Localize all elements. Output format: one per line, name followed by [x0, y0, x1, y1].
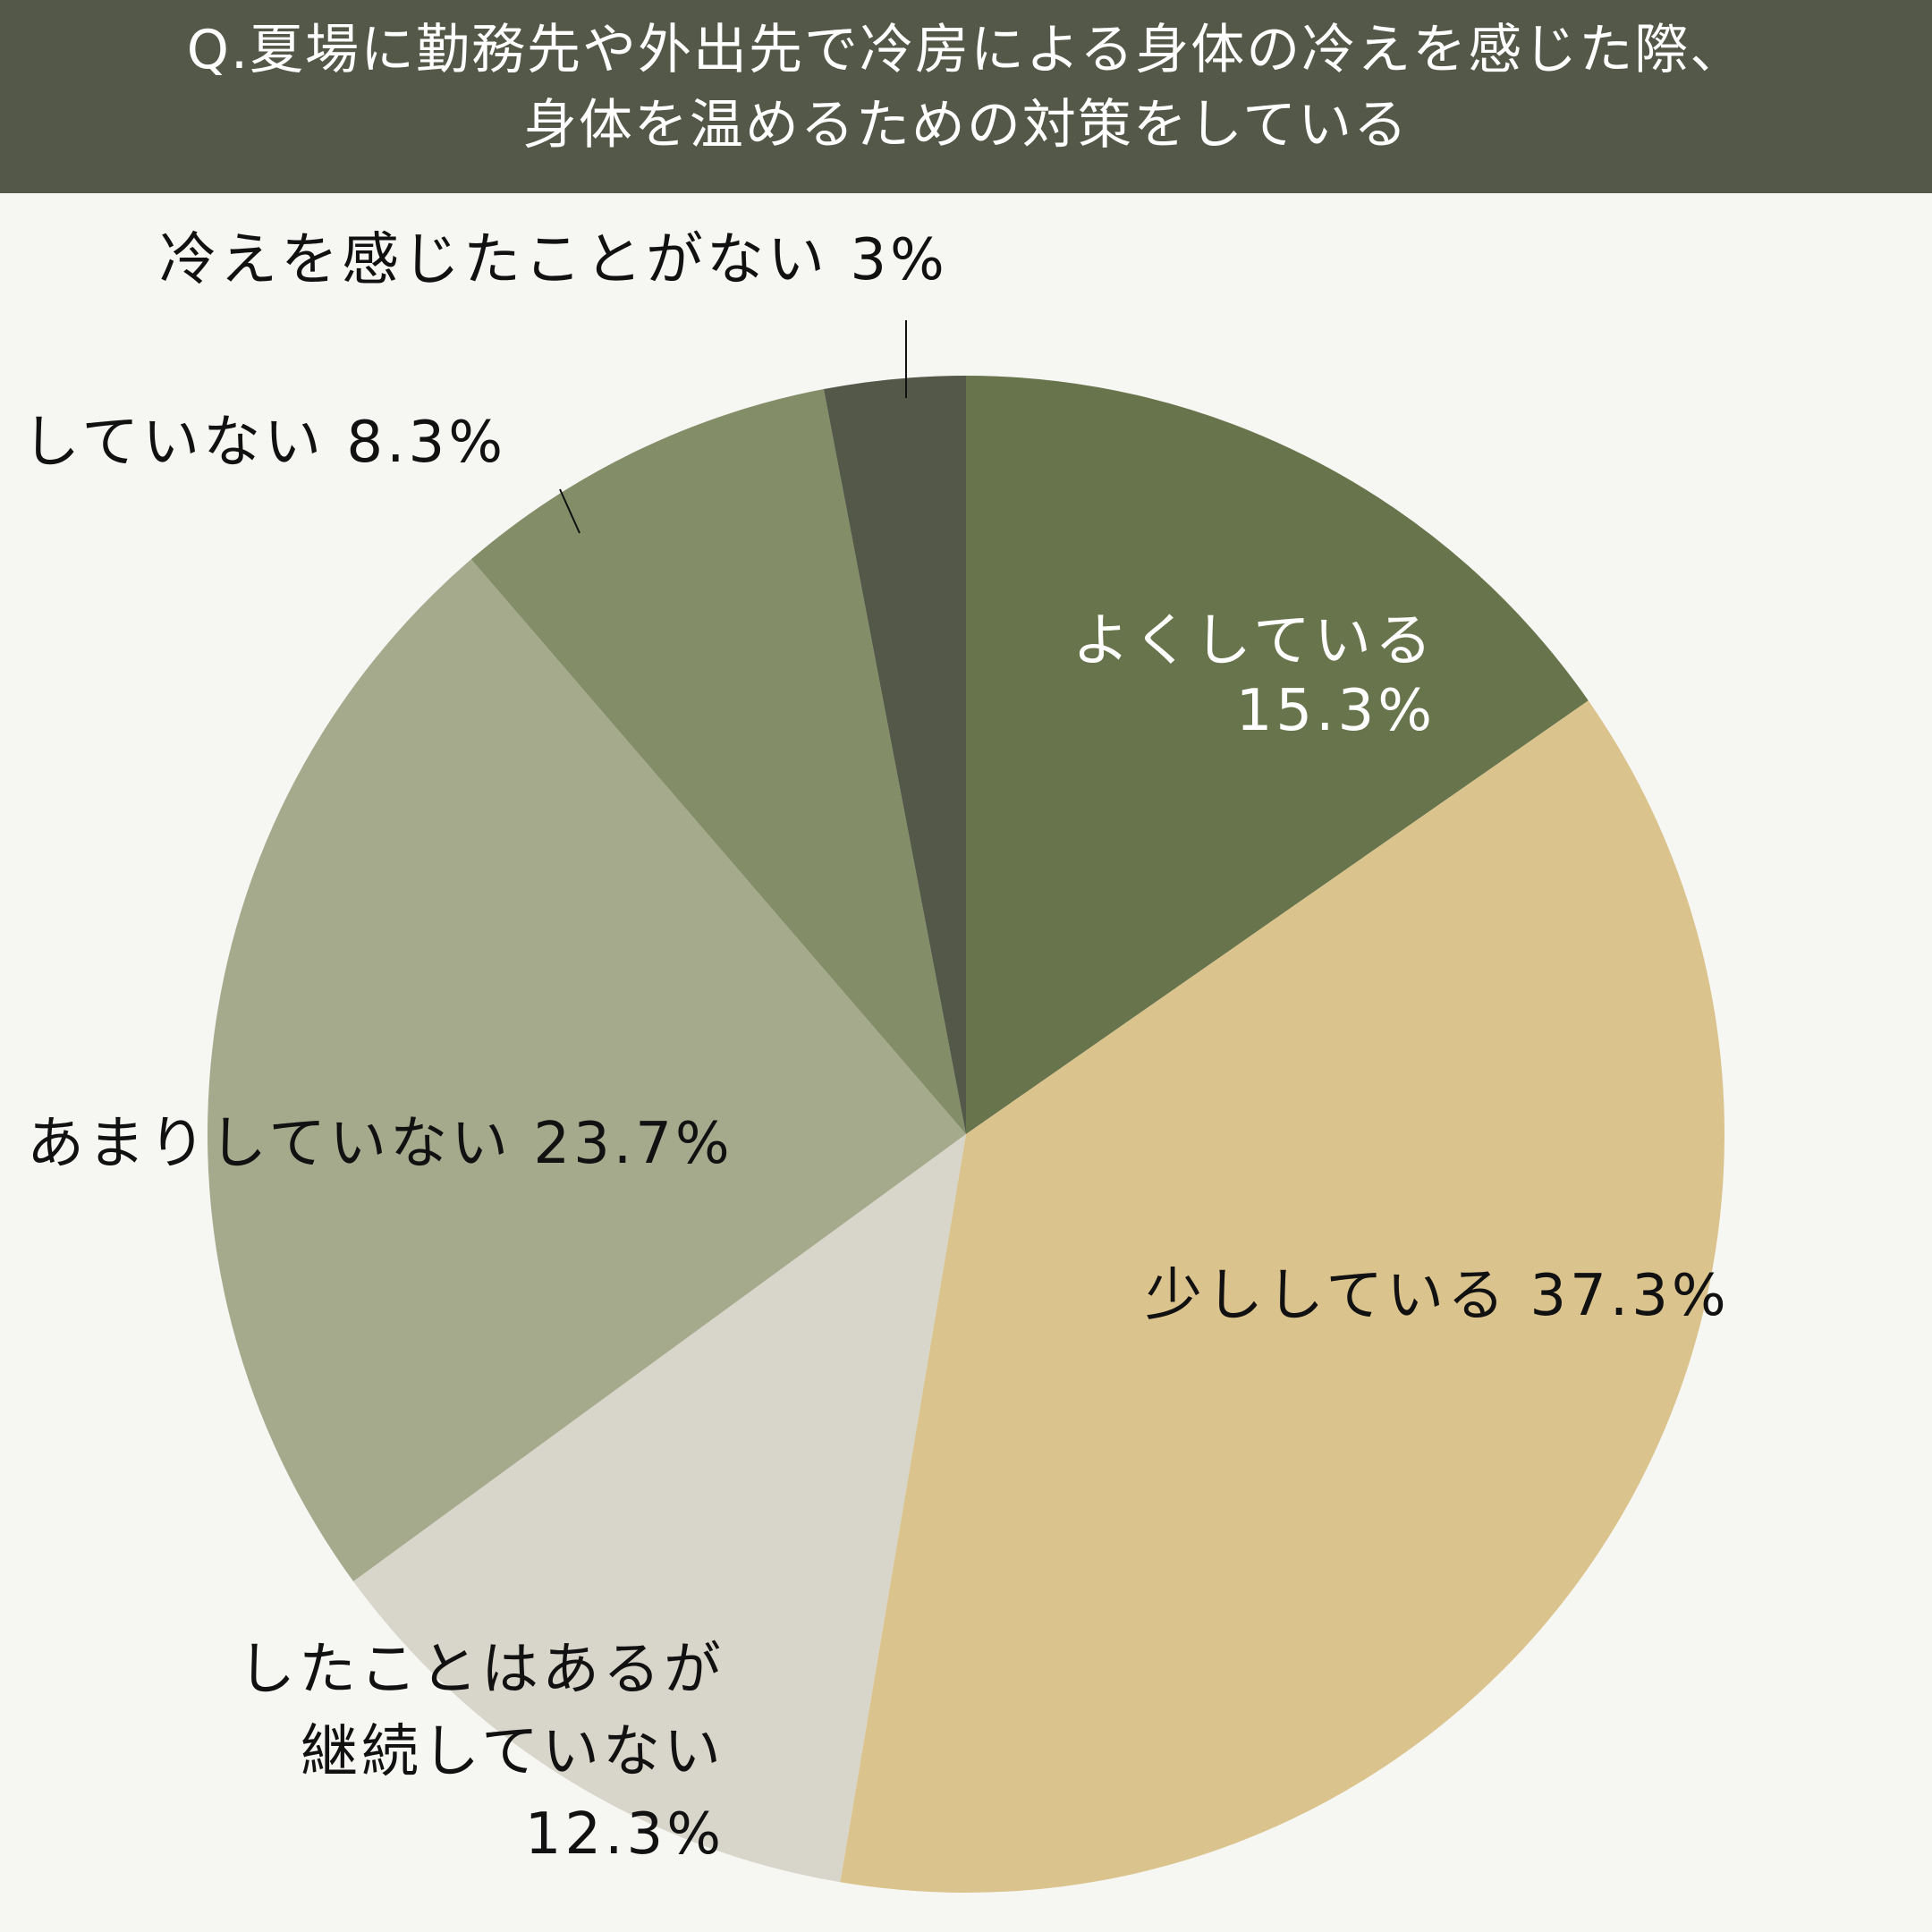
pie-slice-4 — [207, 559, 966, 1581]
pie-slice-2 — [840, 700, 1725, 1894]
slice-label-5: していない 8.3% — [22, 410, 506, 476]
chart-title-line-2: 身体を温めるための対策をしている — [522, 94, 1410, 157]
pie-slice-6 — [823, 376, 966, 1134]
chart-title-banner: Q.夏場に勤務先や外出先で冷房による身体の冷えを感じた際、 身体を温めるための対… — [0, 0, 1932, 193]
leader-line-5 — [559, 488, 580, 534]
pie-slice-3 — [353, 1134, 966, 1883]
slice-label-3-line-3: 12.3% — [525, 1801, 724, 1868]
slice-label-6-line-1: 冷えを感じたことがない 3% — [159, 227, 948, 293]
slice-label-3: したことはあるが継続していない 12.3% — [238, 1637, 724, 1868]
slice-label-4-line-1: あまりしていない 23.7% — [27, 1111, 733, 1177]
slice-label-5-line-1: していない 8.3% — [22, 410, 506, 476]
slice-label-1-line-1: よくしている — [1072, 608, 1436, 674]
slice-label-3-line-2: 継続していない — [301, 1719, 724, 1785]
slice-label-1: よくしている 15.3% — [1072, 608, 1436, 744]
chart-title-line-1: Q.夏場に勤務先や外出先で冷房による身体の冷えを感じた際、 — [186, 19, 1746, 81]
pie-slice-1 — [966, 376, 1589, 1134]
slice-label-2: 少ししている 37.3% — [1145, 1263, 1730, 1329]
slice-label-1-line-2: 15.3% — [1236, 678, 1436, 744]
slice-label-3-line-1: したことはあるが — [238, 1637, 724, 1703]
slice-label-6: 冷えを感じたことがない 3% — [159, 227, 948, 293]
pie-slice-5 — [470, 389, 966, 1134]
slice-label-4: あまりしていない 23.7% — [27, 1111, 733, 1177]
slice-label-2-line-1: 少ししている 37.3% — [1145, 1263, 1730, 1329]
